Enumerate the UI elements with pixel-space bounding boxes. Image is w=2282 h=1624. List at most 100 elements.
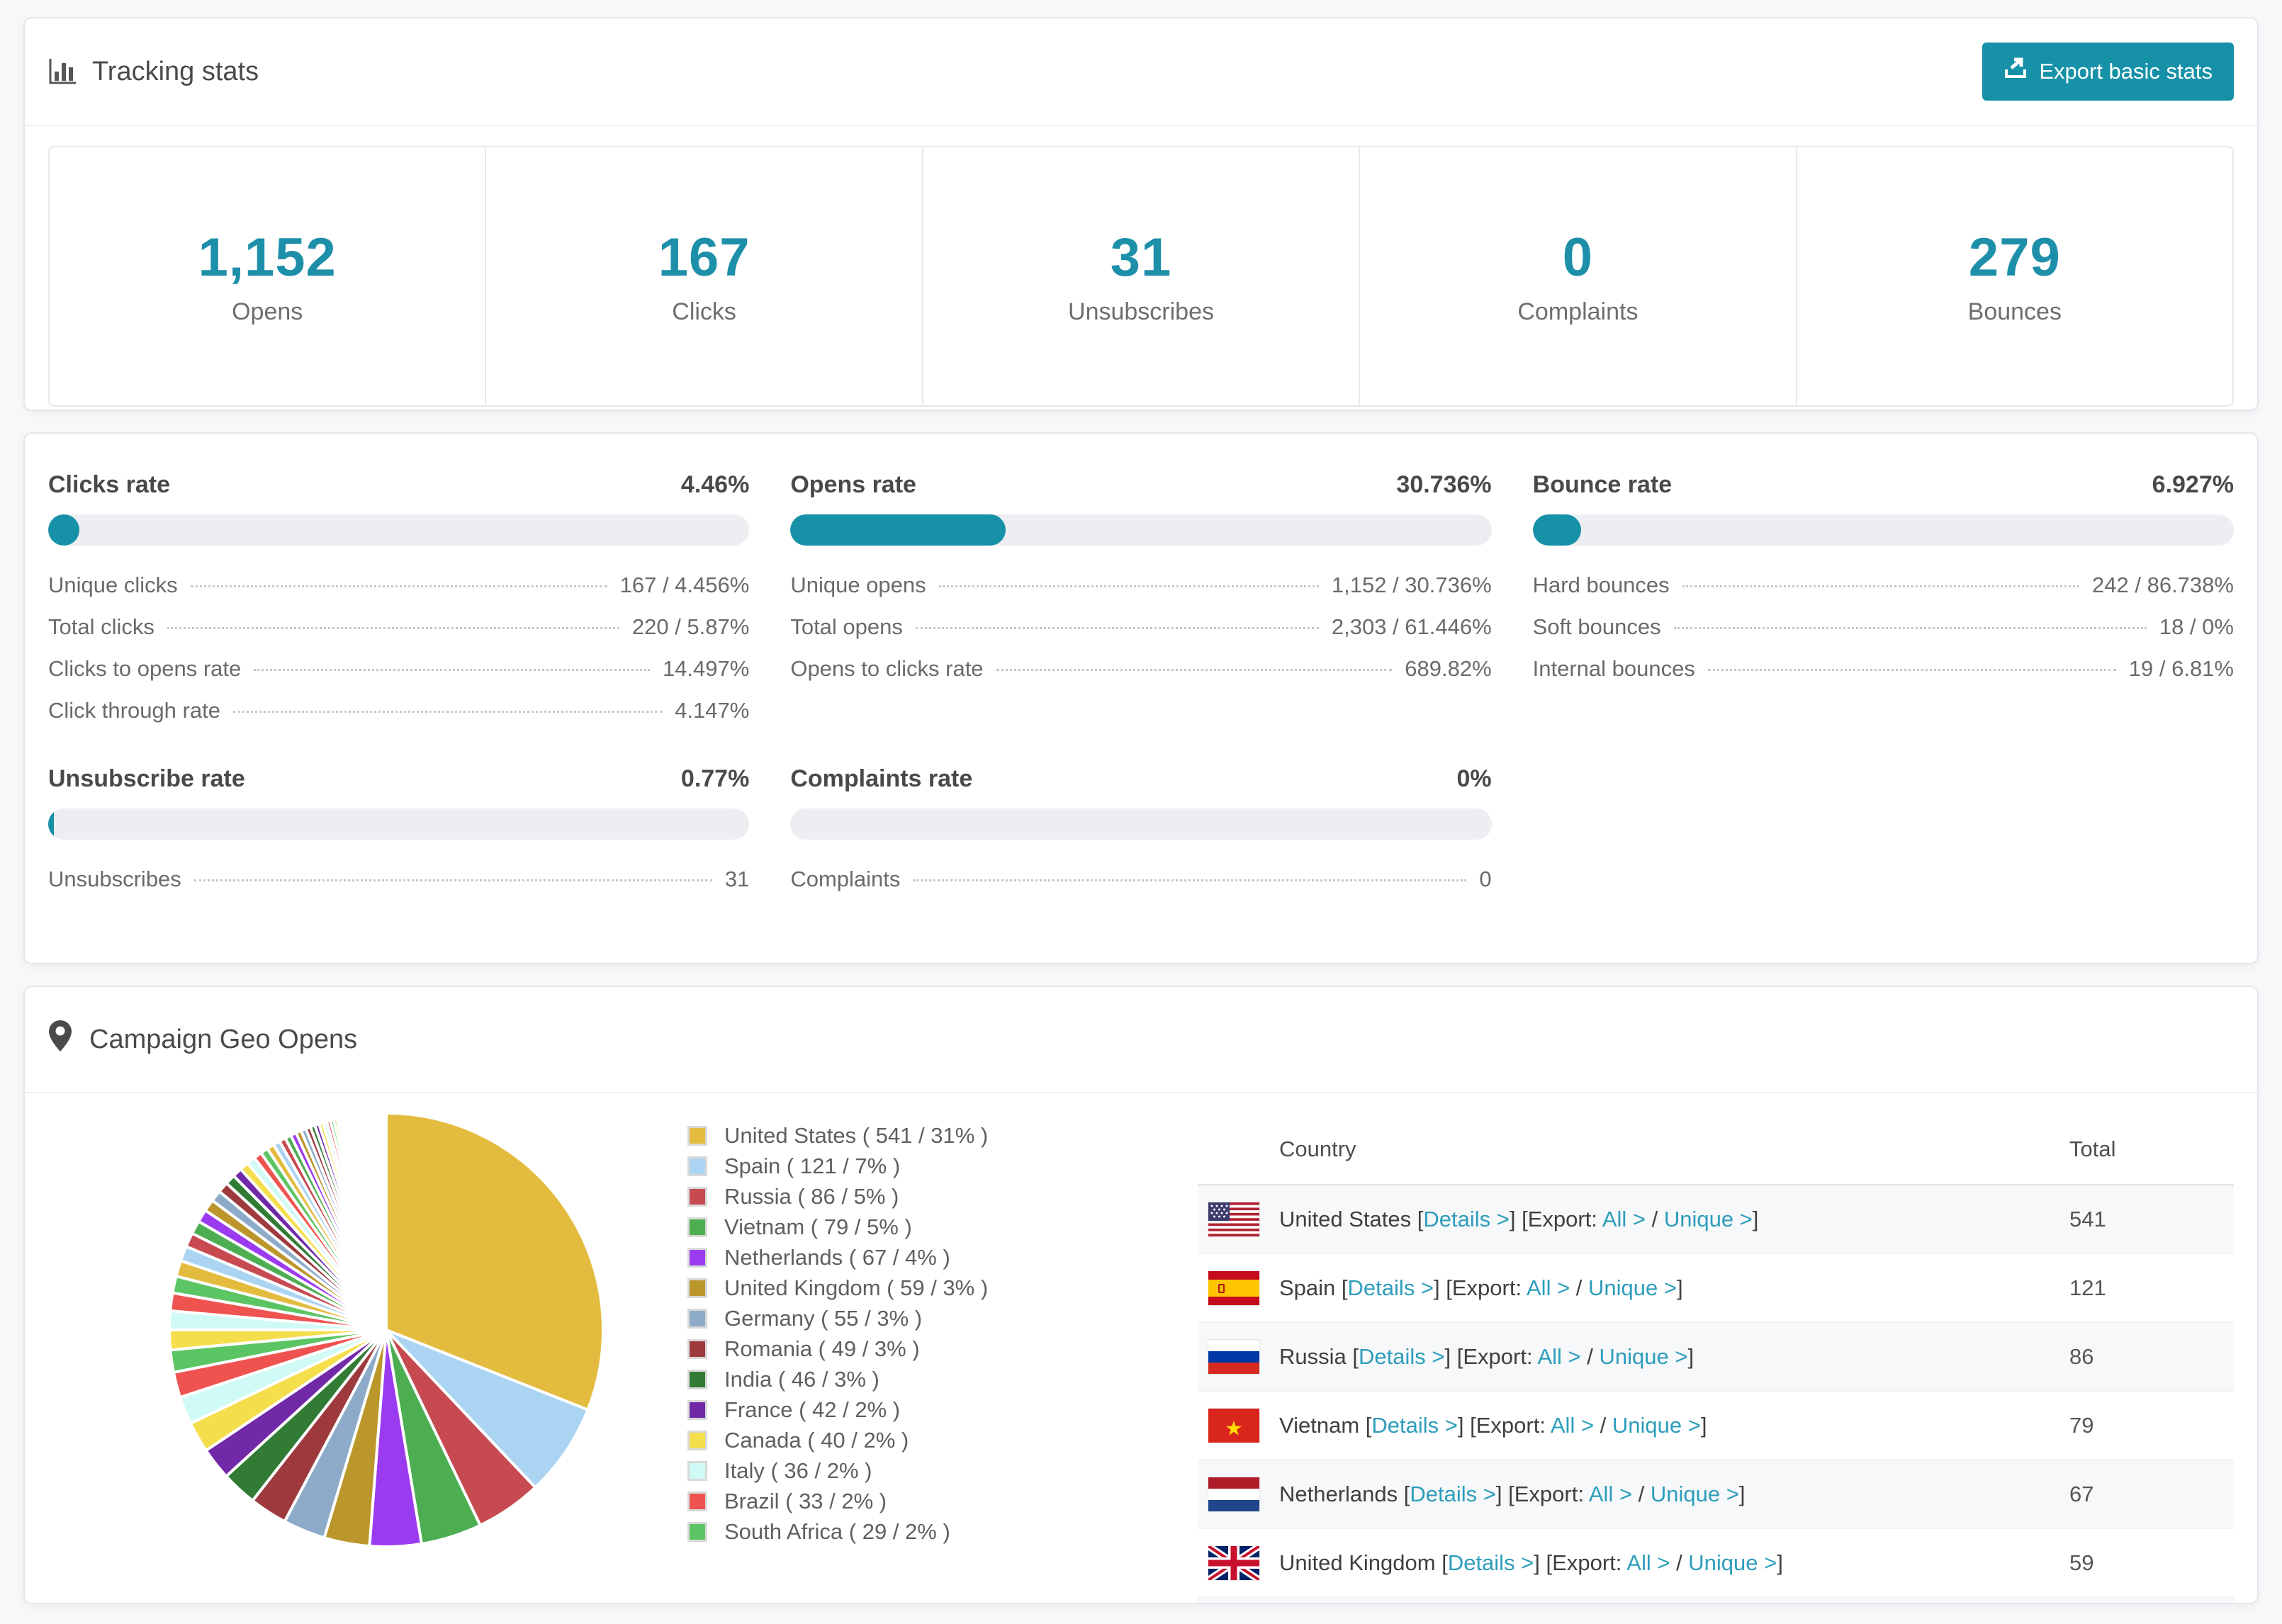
campaign-geo-opens-card: Campaign Geo Opens United States ( 541 /… [23,986,2259,1604]
details-link[interactable]: Details > [1447,1550,1534,1575]
stat-complaints: 0 Complaints [1359,147,1795,405]
export-all-link[interactable]: All > [1602,1206,1646,1231]
legend-swatch [687,1521,707,1542]
dotted-leader [254,669,650,671]
tracking-stats-title: Tracking stats [48,57,259,87]
rates-card: Clicks rate 4.46% Unique clicks 167 / 4.… [23,432,2259,964]
rate-progress-track [48,514,750,546]
details-link[interactable]: Details > [1371,1412,1458,1438]
rate-rows: Unique clicks 167 / 4.456% Total clicks … [48,571,749,725]
legend-item-united-kingdom[interactable]: United Kingdom ( 59 / 3% ) [687,1273,1155,1303]
country-cell: Vietnam [Details >] [Export: All > / Uni… [1279,1412,1707,1438]
details-link[interactable]: Details > [1423,1206,1510,1231]
legend-item-vietnam[interactable]: Vietnam ( 79 / 5% ) [687,1212,1155,1242]
export-unique-link[interactable]: Unique > [1599,1343,1688,1369]
legend-item-italy[interactable]: Italy ( 36 / 2% ) [687,1455,1155,1486]
dotted-leader [1682,585,2080,587]
export-all-link[interactable]: All > [1537,1343,1581,1369]
rate-progress-fill [1532,514,1582,546]
rate-row-value: 4.147% [675,698,750,723]
rate-rows: Hard bounces 242 / 86.738% Soft bounces … [1533,571,2234,683]
rate-progress-track [1532,514,2234,546]
legend-swatch [687,1217,707,1237]
dotted-leader [190,585,607,587]
pie-slice-spain [385,1329,590,1490]
stat-label: Unsubscribes [1068,298,1214,325]
export-unique-link[interactable]: Unique > [1612,1412,1701,1438]
pie-legend: United States ( 541 / 31% ) Spain ( 121 … [687,1103,1155,1547]
rate-row-value: 2,303 / 61.446% [1331,614,1492,639]
export-all-link[interactable]: All > [1626,1550,1670,1575]
dotted-leader [1707,669,2116,671]
rate-head: Complaints rate 0% [790,763,1491,794]
legend-item-spain[interactable]: Spain ( 121 / 7% ) [687,1151,1155,1181]
dotted-leader [996,669,1393,671]
country-cell: United Kingdom [Details >] [Export: All … [1279,1550,1783,1575]
rate-head: Bounce rate 6.927% [1533,469,2234,500]
legend-item-netherlands[interactable]: Netherlands ( 67 / 4% ) [687,1242,1155,1273]
legend-swatch [687,1278,707,1298]
rate-row: Hard bounces 242 / 86.738% [1533,571,2234,599]
legend-label: Russia ( 86 / 5% ) [724,1183,899,1209]
page-title: Tracking stats [92,56,259,86]
export-all-link[interactable]: All > [1588,1481,1633,1506]
geo-pie-chart [48,1103,613,1557]
table-row-nl: Netherlands [Details >] [Export: All > /… [1198,1460,2234,1529]
export-unique-link[interactable]: Unique > [1688,1550,1777,1575]
legend-swatch [687,1399,707,1420]
stats-summary-band: 1,152 Opens 167 Clicks 31 Unsubscribes 0 Co… [48,146,2234,407]
legend-item-canada[interactable]: Canada ( 40 / 2% ) [687,1425,1155,1455]
legend-swatch [687,1430,707,1450]
details-link[interactable]: Details > [1359,1343,1445,1369]
rate-row-label: Total opens [790,614,903,639]
legend-label: United Kingdom ( 59 / 3% ) [724,1275,989,1300]
stat-value: 1,152 [198,227,337,288]
table-rows: United States [Details >] [Export: All >… [1198,1185,2234,1603]
rate-row: Opens to clicks rate 689.82% [790,655,1491,683]
export-basic-stats-button[interactable]: Export basic stats [1982,43,2234,101]
details-link[interactable]: Details > [1347,1275,1434,1300]
details-link[interactable]: Details > [1410,1481,1496,1506]
table-row-gb: United Kingdom [Details >] [Export: All … [1198,1529,2234,1598]
legend-item-brazil[interactable]: Brazil ( 33 / 2% ) [687,1486,1155,1516]
legend-label: India ( 46 / 3% ) [724,1366,879,1392]
legend-label: Spain ( 121 / 7% ) [724,1153,901,1178]
legend-item-united-states[interactable]: United States ( 541 / 31% ) [687,1120,1155,1151]
table-header-row: Country Total [1198,1115,2234,1185]
legend-label: Italy ( 36 / 2% ) [724,1457,872,1483]
legend-item-france[interactable]: France ( 42 / 2% ) [687,1394,1155,1425]
stat-label: Complaints [1517,298,1639,325]
rate-row-label: Total clicks [48,614,154,639]
country-cell: Netherlands [Details >] [Export: All > /… [1279,1481,1746,1506]
legend-item-south-africa[interactable]: South Africa ( 29 / 2% ) [687,1516,1155,1547]
export-all-link[interactable]: All > [1527,1275,1570,1300]
export-all-link[interactable]: All > [1550,1412,1595,1438]
rate-block-bounce-rate: Bounce rate 6.927% Hard bounces 242 / 86… [1532,469,2234,725]
legend-item-germany[interactable]: Germany ( 55 / 3% ) [687,1303,1155,1333]
legend-swatch [687,1186,707,1207]
legend-item-india[interactable]: India ( 46 / 3% ) [687,1364,1155,1394]
geo-title: Campaign Geo Opens [89,1024,358,1054]
export-unique-link[interactable]: Unique > [1588,1275,1677,1300]
legend-item-russia[interactable]: Russia ( 86 / 5% ) [687,1181,1155,1212]
rate-row: Internal bounces 19 / 6.81% [1533,655,2234,683]
rate-row-value: 0 [1479,867,1492,891]
rate-row-label: Click through rate [48,698,220,723]
legend-item-romania[interactable]: Romania ( 49 / 3% ) [687,1333,1155,1364]
rate-row: Clicks to opens rate 14.497% [48,655,749,683]
export-unique-link[interactable]: Unique > [1650,1481,1739,1506]
rate-percent: 0% [1456,765,1492,792]
rate-rows: Complaints 0 [790,865,1491,893]
export-unique-link[interactable]: Unique > [1663,1206,1753,1231]
rate-head: Opens rate 30.736% [790,469,1491,500]
rate-row-label: Unsubscribes [48,867,181,891]
legend-label: United States ( 541 / 31% ) [724,1122,989,1148]
stat-value: 279 [1968,227,2061,288]
legend-label: South Africa ( 29 / 2% ) [724,1518,950,1544]
bar-chart-icon [48,57,77,86]
legend-swatch [687,1308,707,1329]
table-row-us: United States [Details >] [Export: All >… [1198,1185,2234,1254]
stat-label: Bounces [1967,298,2062,325]
rate-block-complaints-rate: Complaints rate 0% Complaints 0 [790,763,1492,893]
